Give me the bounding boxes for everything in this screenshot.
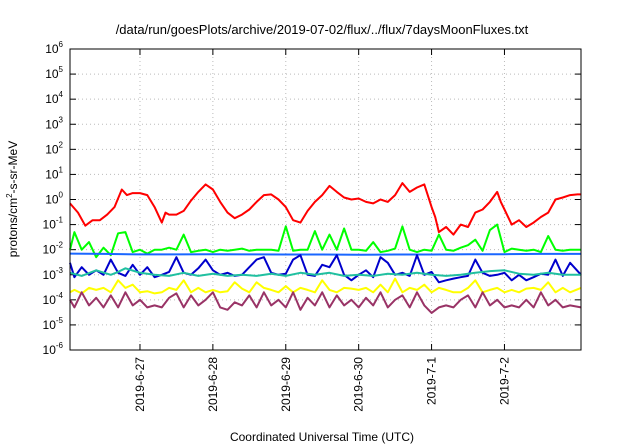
- x-tick-label: 2019-7-2: [497, 357, 511, 405]
- y-axis-label: protons/cm2-s-sr-MeV: [5, 141, 20, 257]
- series-line-1: [69, 182, 581, 236]
- x-tick-label: 2019-6-30: [352, 357, 366, 412]
- y-tick-label: 10-3: [43, 266, 64, 282]
- series-line-5: [69, 267, 581, 277]
- y-tick-label: 102: [45, 140, 63, 156]
- series-line-2: [69, 223, 581, 259]
- y-tick-label: 10-1: [43, 216, 64, 232]
- y-tick-label: 100: [45, 191, 63, 207]
- series-line-6: [69, 277, 582, 295]
- grid-lines: [70, 49, 581, 350]
- y-tick-label: 103: [45, 115, 63, 131]
- series-line-4: [69, 254, 582, 284]
- series-line-3: [69, 252, 581, 256]
- y-tick-label: 10-2: [43, 241, 64, 257]
- plot-frame: [69, 48, 582, 351]
- x-tick-label: 2019-7-1: [425, 357, 439, 405]
- x-tick-label: 2019-6-29: [279, 357, 293, 412]
- x-tick-label: 2019-6-27: [133, 357, 147, 412]
- y-tick-label: 105: [45, 65, 63, 81]
- series-group: [69, 182, 582, 314]
- y-tick-label: 10-5: [43, 316, 64, 332]
- chart-title: /data/run/goesPlots/archive/2019-07-02/f…: [116, 22, 529, 37]
- y-tick-label: 106: [45, 40, 63, 56]
- series-line-7: [69, 291, 582, 314]
- x-axis-ticks: 2019-6-27 2019-6-28 2019-6-29 2019-6-30 2019…: [133, 49, 511, 412]
- y-tick-label: 104: [45, 90, 63, 106]
- y-tick-label: 10-6: [43, 341, 64, 357]
- x-tick-label: 2019-6-28: [206, 357, 220, 412]
- y-tick-label: 10-4: [43, 291, 64, 307]
- x-axis-label: Coordinated Universal Time (UTC): [230, 430, 414, 444]
- y-tick-label: 101: [45, 165, 63, 181]
